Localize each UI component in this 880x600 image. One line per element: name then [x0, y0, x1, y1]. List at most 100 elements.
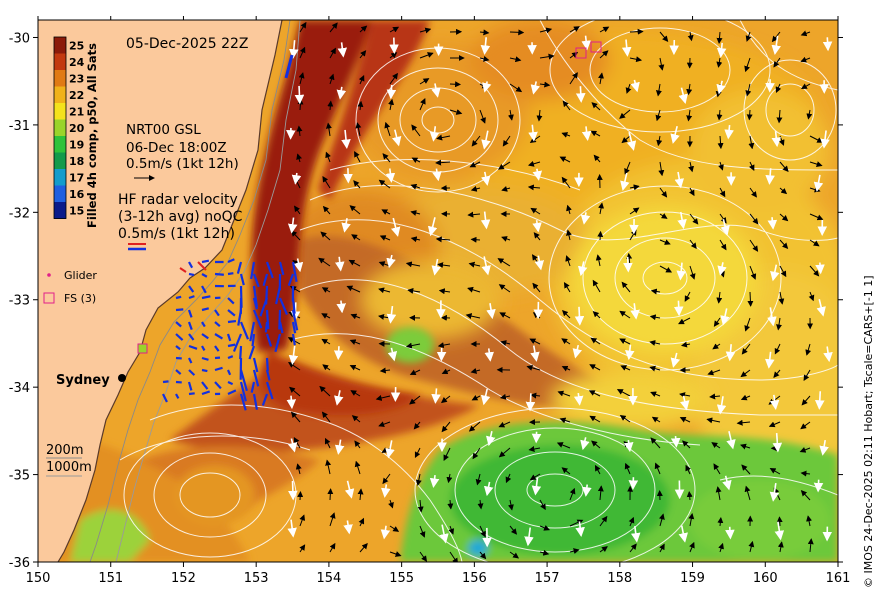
gsl-arrow: [409, 369, 421, 376]
white-arrow: [385, 440, 395, 459]
gsl-arrow: [809, 161, 823, 167]
gsl-title: NRT00 GSL: [126, 122, 201, 138]
gsl-arrow: [749, 265, 757, 280]
white-arrow: [336, 300, 347, 314]
colorbar-segment: [54, 185, 66, 203]
gsl-arrow: [565, 255, 572, 267]
gsl-arrow: [327, 100, 334, 111]
gsl-arrow: [318, 257, 331, 267]
hf-vector: [278, 321, 284, 334]
white-arrow: [581, 35, 591, 51]
gsl-arrow: [746, 109, 753, 121]
white-arrow: [677, 211, 687, 230]
gsl-arrow: [349, 205, 361, 215]
hf-vector: [188, 295, 195, 300]
gsl-arrow: [803, 369, 811, 382]
gsl-arrow: [354, 440, 361, 449]
hf-vector: [291, 261, 298, 283]
hf-vector: [261, 393, 269, 406]
hf-vector: [251, 333, 256, 347]
hf-vector: [291, 309, 299, 331]
hf-vector: [201, 381, 209, 390]
gsl-arrow: [507, 109, 514, 121]
gsl-arrow: [598, 72, 604, 85]
gsl-arrow: [411, 124, 421, 137]
gsl-arrow: [624, 161, 631, 175]
hf-vector: [227, 319, 237, 324]
gsl-arrow: [749, 239, 759, 252]
gsl-arrow: [650, 288, 661, 295]
gsl-arrow: [659, 265, 673, 273]
gsl-arrow: [650, 391, 661, 398]
gsl-arrow: [299, 21, 307, 33]
hf-vector: [214, 333, 223, 340]
colorbar-tick-label: 20: [69, 122, 85, 135]
hf-vector: [188, 285, 195, 293]
gsl-arrow: [501, 185, 511, 192]
gsl-arrow: [808, 291, 815, 302]
white-arrow: [392, 129, 402, 147]
gsl-arrow: [774, 343, 781, 355]
hf-vector: [265, 309, 270, 330]
gsl-arrow: [681, 341, 691, 348]
hf-vector: [278, 297, 288, 316]
hf-vector: [175, 321, 182, 328]
gsl-arrow: [539, 499, 546, 511]
gsl-arrow: [467, 286, 481, 293]
gsl-arrow: [716, 109, 723, 121]
gsl-arrow: [479, 109, 486, 124]
hf-vector: [214, 345, 220, 352]
gsl-arrow: [599, 26, 610, 33]
hf-vector: [187, 309, 193, 318]
fs-marker: [43, 292, 55, 304]
hf-vector: [226, 369, 232, 376]
gsl-arrow: [435, 236, 451, 243]
colorbar-segment: [54, 70, 66, 87]
date-label: 05-Dec-2025 22Z: [126, 36, 249, 52]
gsl-arrow: [357, 100, 364, 111]
white-current-arrows: [286, 35, 833, 548]
hf-vector: [265, 357, 269, 371]
hf-vector: [278, 261, 285, 276]
gsl-arrow: [419, 27, 432, 34]
gsl-arrow: [382, 153, 391, 163]
gsl-arrow: [475, 473, 482, 486]
gsl-arrow: [559, 417, 571, 424]
gsl-arrow: [619, 338, 631, 345]
white-arrow: [724, 125, 734, 140]
hf-vector: [252, 297, 258, 310]
gsl-arrow: [539, 525, 550, 531]
white-arrow: [532, 220, 542, 233]
hf-vector: [227, 297, 235, 305]
gsl-arrow: [779, 265, 787, 278]
gsl-time: 06-Dec 18:00Z: [126, 140, 227, 156]
white-arrow: [335, 256, 345, 272]
white-arrow: [286, 395, 297, 410]
gsl-arrow: [709, 393, 721, 400]
x-tick-label: 160: [753, 571, 778, 586]
gsl-arrow: [299, 46, 306, 59]
white-arrow: [670, 352, 681, 368]
colorbar-tick-label: 15: [69, 204, 84, 217]
gsl-arrow: [327, 488, 334, 501]
gsl-arrow: [590, 337, 601, 345]
gsl-arrow: [748, 161, 755, 171]
gsl-arrow: [329, 22, 338, 33]
y-axis: -30 -31 -32 -33 -34 -35 -36: [9, 31, 843, 571]
hf-vector: [262, 273, 269, 287]
white-arrow: [680, 395, 690, 411]
gsl-arrow: [437, 342, 451, 349]
white-arrow: [380, 525, 391, 540]
gsl-arrow: [509, 83, 523, 93]
gsl-arrow: [479, 29, 490, 36]
white-arrow: [429, 475, 440, 489]
gsl-arrow: [659, 213, 668, 219]
gsl-arrow: [749, 187, 757, 198]
white-arrow: [670, 436, 681, 448]
gsl-arrow: [354, 150, 361, 163]
gsl-arrow: [749, 213, 759, 225]
white-arrow: [293, 258, 304, 273]
x-tick-label: 156: [462, 571, 487, 586]
white-arrow: [623, 256, 633, 273]
x-tick-label: 158: [607, 571, 632, 586]
